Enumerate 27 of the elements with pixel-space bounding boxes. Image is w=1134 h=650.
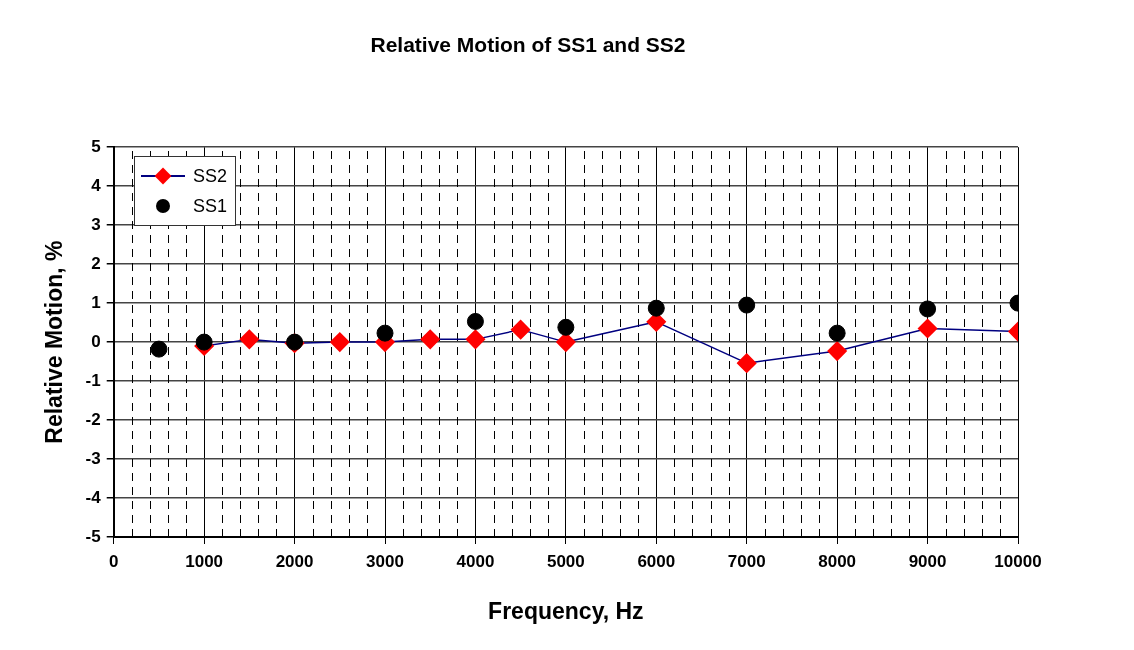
y-tick-label: 0	[91, 331, 101, 351]
y-tick-label: 5	[91, 136, 101, 156]
y-tick-label: 3	[91, 214, 101, 234]
x-tick-label: 5000	[546, 551, 585, 571]
x-tick-label: 9000	[908, 551, 947, 571]
y-tick-label: 2	[91, 253, 101, 273]
x-tick-label: 1000	[185, 551, 224, 571]
x-tick-label: 7000	[727, 551, 766, 571]
legend-label: SS2	[193, 165, 228, 187]
x-tick-label: 10000	[994, 551, 1042, 571]
y-axis-title: Relative Motion, %	[41, 240, 68, 444]
y-tick-label: -1	[85, 370, 101, 390]
y-tick-label: -4	[85, 487, 102, 507]
y-tick-label: -3	[85, 448, 101, 468]
y-tick-label: 4	[91, 175, 102, 195]
x-tick-label: 0	[108, 551, 119, 571]
y-tick-label: 1	[91, 292, 101, 312]
x-tick-label: 3000	[366, 551, 404, 571]
x-tick-label: 2000	[275, 551, 314, 571]
x-tick-label: 8000	[818, 551, 857, 571]
legend-label: SS1	[193, 195, 228, 217]
y-tick-label: -2	[85, 409, 101, 429]
x-tick-label: 6000	[637, 551, 676, 571]
x-tick-label: 4000	[456, 551, 495, 571]
x-axis-title: Frequency, Hz	[488, 597, 644, 624]
y-tick-label: -5	[85, 526, 101, 546]
chart-title: Relative Motion of SS1 and SS2	[370, 33, 686, 57]
